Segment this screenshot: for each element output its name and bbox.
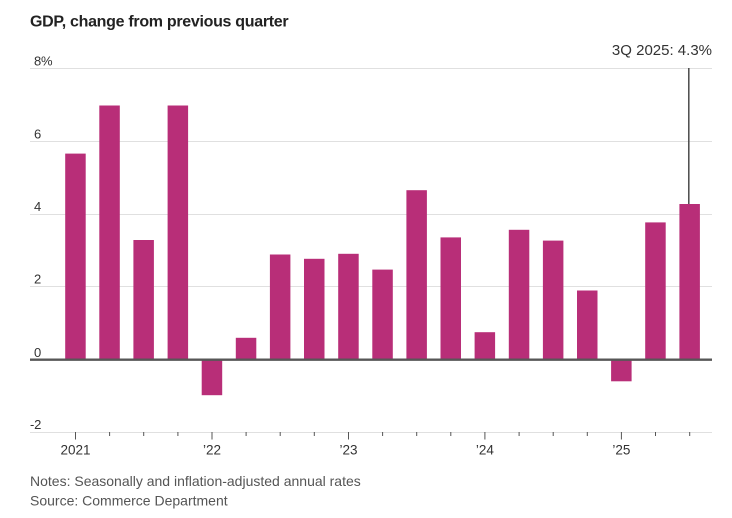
- svg-text:’23: ’23: [339, 443, 357, 458]
- svg-text:’22: ’22: [203, 443, 221, 458]
- svg-text:8%: 8%: [34, 53, 53, 68]
- svg-text:’24: ’24: [476, 443, 495, 458]
- svg-text:4: 4: [34, 199, 41, 214]
- svg-text:6: 6: [34, 126, 41, 141]
- svg-text:Notes: Seasonally and inflatio: Notes: Seasonally and inflation-adjusted…: [30, 473, 361, 489]
- svg-text:0: 0: [34, 345, 41, 360]
- svg-text:-2: -2: [30, 417, 41, 432]
- svg-text:’25: ’25: [612, 443, 630, 458]
- svg-text:3Q 2025: 4.3%: 3Q 2025: 4.3%: [612, 42, 712, 59]
- svg-text:2021: 2021: [60, 443, 90, 458]
- svg-text:2: 2: [34, 271, 41, 286]
- svg-text:Source: Commerce Department: Source: Commerce Department: [30, 493, 228, 509]
- svg-text:GDP, change from previous quar: GDP, change from previous quarter: [30, 14, 288, 31]
